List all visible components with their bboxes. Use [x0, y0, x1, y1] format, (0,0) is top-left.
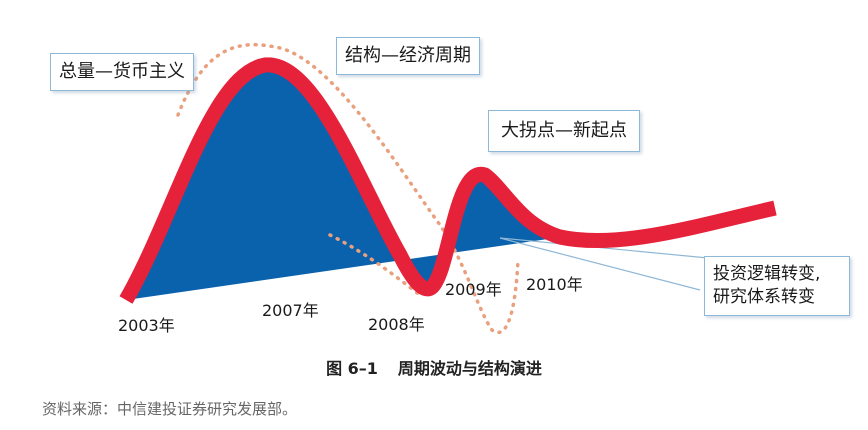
cycle-area-fill [126, 64, 555, 300]
logic-shift-pointer-top [499, 237, 709, 259]
logic-shift-pointer-bottom [499, 237, 701, 291]
cycle-diagram-graphic [119, 42, 777, 335]
year-label-2008: 2008年 [368, 315, 425, 334]
source-note: 资料来源：中信建投证券研究发展部。 [42, 400, 298, 418]
year-label-2003: 2003年 [118, 316, 175, 335]
structure-cycle-dotted-curve [176, 42, 520, 335]
year-label-2009: 2009年 [445, 280, 502, 299]
figure-title: 周期波动与结构演进 [397, 359, 542, 378]
callout-structure-cycle: 结构—经济周期 [336, 37, 480, 75]
callout-logic-shift-line2: 研究体系转变 [713, 287, 815, 307]
callout-logic-shift-line1: 投资逻辑转变, [713, 264, 821, 284]
callout-turning-point: 大拐点—新起点 [488, 110, 640, 152]
callout-logic-shift: 投资逻辑转变, 研究体系转变 [704, 256, 850, 316]
cycle-diagram: 总量—货币主义 结构—经济周期 大拐点—新起点 投资逻辑转变, 研究体系转变 2… [50, 37, 850, 335]
figure-number: 图 6–1 [326, 359, 378, 378]
year-label-2007: 2007年 [262, 301, 319, 320]
figure-caption: 图 6–1 周期波动与结构演进 [0, 355, 868, 379]
year-label-2010: 2010年 [526, 275, 583, 294]
callout-monetarism: 总量—货币主义 [50, 53, 194, 91]
economic-cycle-red-curve [119, 57, 777, 304]
